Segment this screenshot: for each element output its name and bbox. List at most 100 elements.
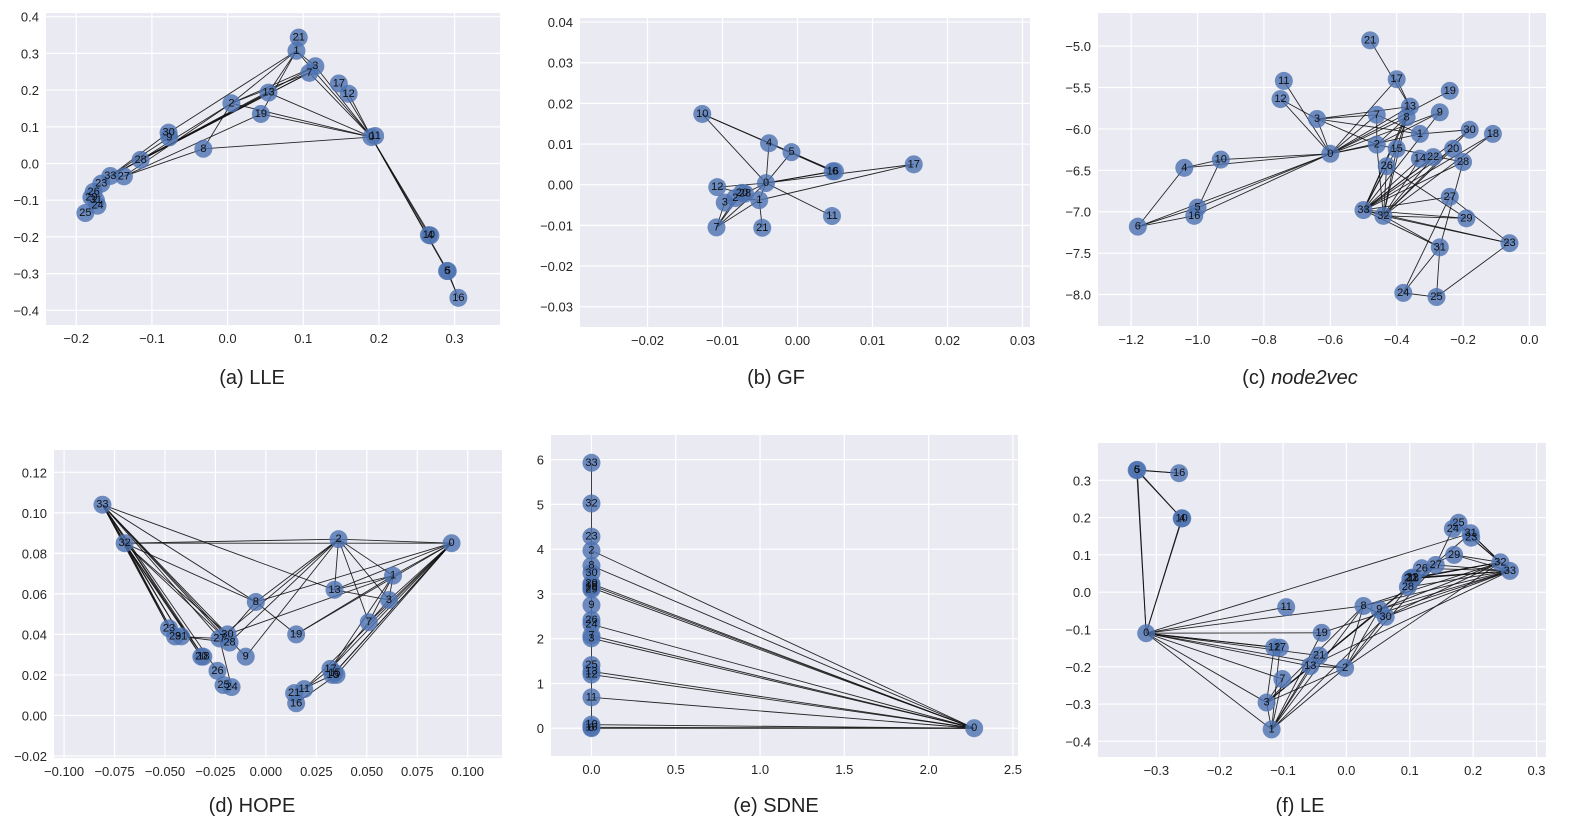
node-label-12: 12	[343, 88, 355, 100]
node-label-21: 21	[293, 32, 305, 44]
edge-30-33	[1385, 570, 1511, 618]
node-label-0: 0	[368, 131, 374, 143]
edge-3-12	[1266, 647, 1275, 703]
node-label-30: 30	[1380, 611, 1392, 623]
node-label-21: 21	[1364, 34, 1376, 46]
x-tick-label: −0.2	[1207, 763, 1233, 778]
edge-32-8	[124, 542, 256, 603]
edge-1-30	[227, 575, 394, 635]
y-tick-label: 0.1	[21, 120, 39, 135]
node-label-8: 8	[588, 560, 594, 572]
edge-33-13	[102, 504, 335, 591]
caption-method: node2vec	[1271, 367, 1358, 389]
y-tick-label: 0.3	[21, 46, 39, 61]
x-tick-label: 2.0	[920, 762, 938, 777]
edge-0-8	[1146, 605, 1364, 634]
plot-area	[1098, 443, 1546, 757]
node-label-1: 1	[293, 45, 299, 57]
node-11	[1277, 598, 1296, 617]
node-label-33: 33	[585, 457, 597, 469]
edge-33-30	[102, 504, 228, 635]
node-label-18: 18	[1487, 128, 1499, 140]
node-label-6: 6	[832, 165, 838, 177]
edge-0-6	[1137, 153, 1331, 228]
node-label-7: 7	[366, 616, 372, 628]
node-label-19: 19	[255, 108, 267, 120]
edge-0-1	[1145, 632, 1272, 730]
x-tick-label: 0.050	[351, 764, 384, 779]
node-19	[251, 104, 270, 123]
node-label-11: 11	[1278, 75, 1289, 87]
edge-32-31	[1383, 215, 1441, 248]
caption-prefix: (b)	[747, 367, 777, 389]
node-label-31: 31	[175, 630, 187, 642]
node-label-2: 2	[228, 97, 234, 109]
edge-8-0	[203, 136, 372, 150]
node-label-16: 16	[827, 165, 839, 177]
edge-0-5	[1197, 153, 1331, 209]
y-tick-label: −0.4	[13, 303, 39, 318]
node-label-1: 1	[1417, 128, 1423, 140]
node-label-3: 3	[588, 632, 594, 644]
node-label-14: 14	[1414, 153, 1426, 165]
node-label-25: 25	[217, 679, 229, 691]
edge-0-7	[1146, 632, 1283, 680]
edge-0-11	[1146, 606, 1287, 634]
y-tick-label: −5.5	[1065, 81, 1091, 96]
edge-0-3	[591, 637, 975, 729]
node-label-23: 23	[163, 622, 175, 634]
node-label-25: 25	[79, 207, 91, 219]
node-22	[1424, 148, 1443, 167]
x-tick-label: −0.6	[1317, 332, 1343, 347]
node-25	[1449, 513, 1468, 532]
edge-3-2	[1266, 667, 1346, 703]
node-13	[259, 83, 278, 102]
node-label-13: 13	[328, 584, 340, 596]
y-tick-label: 5	[537, 497, 544, 512]
node-1	[287, 41, 306, 60]
node-9	[582, 596, 601, 615]
node-label-6: 6	[444, 265, 450, 277]
edge-8-33	[1363, 570, 1510, 607]
node-7	[300, 63, 319, 82]
node-label-12: 12	[711, 181, 723, 193]
edge-32-15	[1382, 148, 1398, 216]
node-label-23: 23	[1503, 237, 1515, 249]
x-tick-label: −0.1	[1270, 763, 1296, 778]
node-label-9: 9	[588, 599, 594, 611]
edge-32-28	[124, 542, 230, 643]
node-label-17: 17	[333, 77, 345, 89]
node-19	[1440, 81, 1459, 100]
node-2	[329, 530, 348, 549]
panel-caption: (c) node2vec	[1242, 367, 1358, 389]
node-label-24: 24	[1397, 287, 1409, 299]
node-9	[160, 128, 179, 147]
caption-method: HOPE	[239, 795, 296, 817]
edge-1-30	[1271, 616, 1386, 730]
node-label-9: 9	[1437, 106, 1443, 118]
node-27	[114, 167, 133, 186]
y-tick-label: 0.02	[548, 96, 573, 111]
node-label-5: 5	[788, 146, 794, 158]
node-label-26: 26	[585, 614, 597, 626]
node-label-4: 4	[427, 229, 433, 241]
node-label-2: 2	[1374, 139, 1380, 151]
node-label-4: 4	[766, 137, 772, 149]
x-tick-label: 0.0	[1337, 763, 1355, 778]
y-tick-label: −0.02	[14, 749, 47, 764]
node-15	[1387, 139, 1406, 158]
node-label-20: 20	[736, 187, 748, 199]
y-tick-label: 0.4	[21, 10, 39, 25]
node-32	[582, 494, 601, 513]
x-tick-label: −0.2	[1450, 332, 1476, 347]
edge-0-16	[1194, 153, 1331, 217]
node-label-17: 17	[1274, 642, 1286, 654]
edge-32-2	[1376, 144, 1384, 216]
node-label-6: 6	[1135, 221, 1141, 233]
edge-19-33	[1321, 570, 1511, 634]
node-label-26: 26	[1381, 160, 1393, 172]
node-20	[1444, 139, 1463, 158]
panel-gf: −0.02 −0.01 0.00 0.01 0.02 0.03 0.04 0.03 0.02 0.…	[540, 15, 1035, 389]
node-label-10: 10	[1215, 154, 1227, 166]
y-tick-label: 2	[537, 632, 544, 647]
